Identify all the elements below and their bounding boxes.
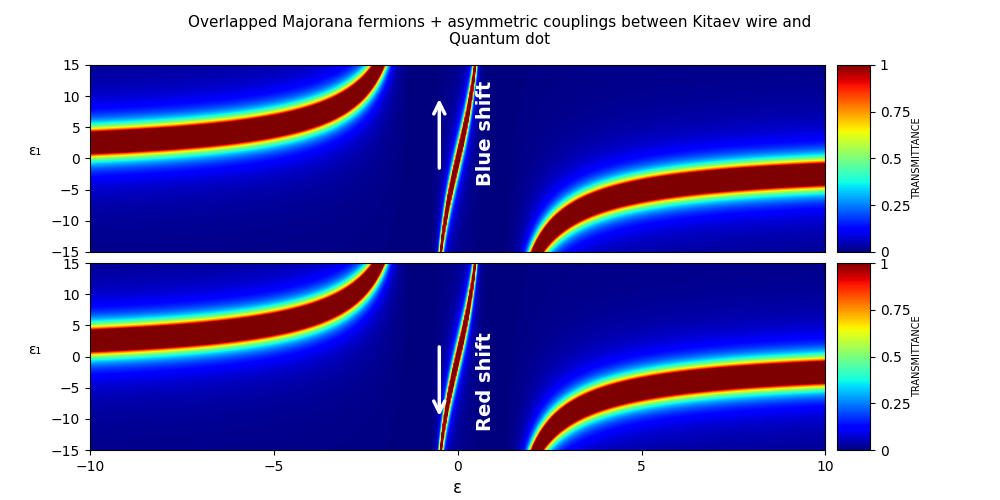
Y-axis label: TRANSMITTANCE: TRANSMITTANCE: [912, 316, 922, 398]
Y-axis label: ε₁: ε₁: [28, 342, 41, 356]
Y-axis label: ε₁: ε₁: [28, 144, 41, 158]
X-axis label: ε: ε: [453, 480, 462, 498]
Text: Blue shift: Blue shift: [476, 81, 495, 186]
Text: Red shift: Red shift: [476, 332, 495, 431]
Text: Overlapped Majorana fermions + asymmetric couplings between Kitaev wire and
Quan: Overlapped Majorana fermions + asymmetri…: [188, 15, 812, 48]
Y-axis label: TRANSMITTANCE: TRANSMITTANCE: [912, 118, 922, 200]
